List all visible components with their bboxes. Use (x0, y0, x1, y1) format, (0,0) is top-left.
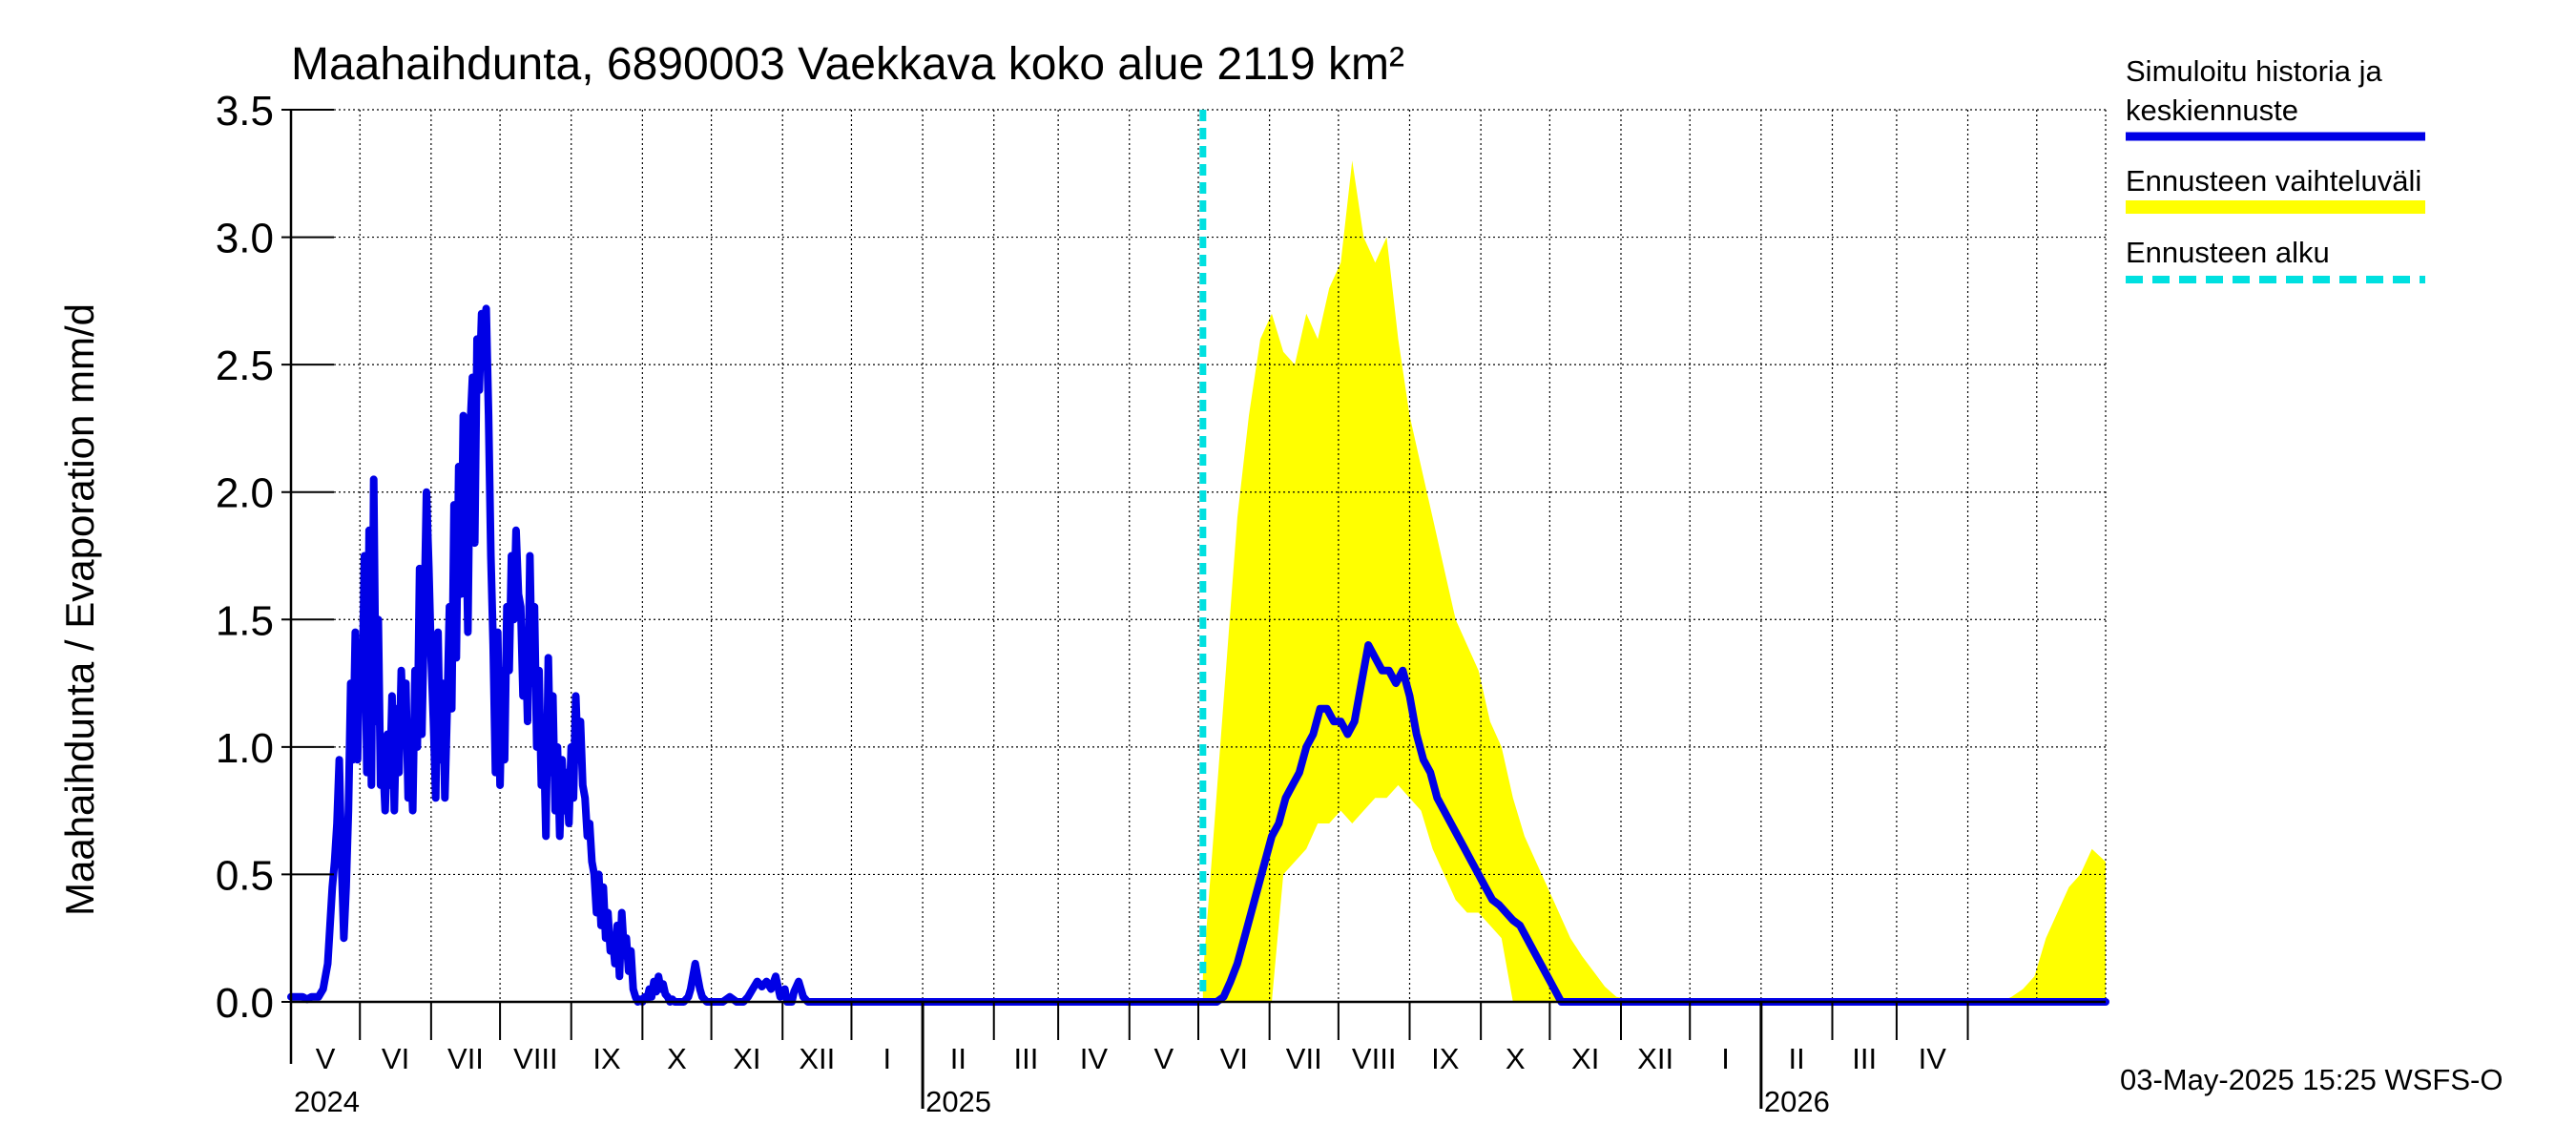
x-month-label: X (1506, 1042, 1526, 1075)
legend: Simuloitu historia ja keskiennuste Ennus… (2126, 54, 2425, 283)
x-month-label: V (1154, 1042, 1174, 1075)
chart-title: Maahaihdunta, 6890003 Vaekkava koko alue… (291, 39, 1404, 90)
series-forecast-band (1202, 160, 2106, 1002)
legend-label-band: Ennusteen vaihteluväli (2126, 164, 2421, 198)
legend-label-mean-line2: keskiennuste (2126, 94, 2298, 127)
x-month-label: I (883, 1042, 891, 1075)
y-tick-label: 1.0 (216, 725, 274, 772)
x-month-label: I (1721, 1042, 1730, 1075)
x-month-label: IX (1431, 1042, 1460, 1075)
series-simulated-mean (287, 304, 2109, 1006)
forecast-band-layer (1202, 160, 2106, 1002)
x-month-label: VIII (513, 1042, 558, 1075)
x-month-label: XII (799, 1042, 835, 1075)
x-month-label: XI (1571, 1042, 1599, 1075)
x-month-label: XI (733, 1042, 760, 1075)
x-month-label: IX (592, 1042, 621, 1075)
x-month-label: IV (1919, 1042, 1947, 1075)
y-tick-label: 2.5 (216, 343, 274, 389)
x-month-label: VII (447, 1042, 484, 1075)
x-month-label: VIII (1352, 1042, 1397, 1075)
y-tick-label: 2.0 (216, 470, 274, 517)
x-year-label: 2026 (1764, 1085, 1830, 1118)
grid-layer (291, 109, 2107, 1002)
y-tick-label: 0.0 (216, 980, 274, 1027)
x-month-label: X (667, 1042, 687, 1075)
y-tick-label: 3.0 (216, 216, 274, 262)
legend-label-mean-line1: Simuloitu historia ja (2126, 54, 2383, 88)
x-year-label: 2025 (925, 1085, 991, 1118)
y-tick-label: 3.5 (216, 88, 274, 135)
x-month-label: III (1852, 1042, 1877, 1075)
x-month-label: VII (1286, 1042, 1322, 1075)
timestamp-annotation: 03-May-2025 15:25 WSFS-O (2120, 1063, 2503, 1096)
axis-layer: 0.00.51.01.52.02.53.03.5V VI VII VIII IX X XI X… (216, 88, 2106, 1118)
y-axis-label: Maahaihdunta / Evaporation mm/d (57, 303, 102, 916)
x-year-label: 2024 (294, 1085, 360, 1118)
y-tick-label: 1.5 (216, 597, 274, 644)
x-month-label: V (316, 1042, 336, 1075)
x-month-label: II (950, 1042, 966, 1075)
x-month-label: IV (1080, 1042, 1109, 1075)
x-month-label: VI (1220, 1042, 1248, 1075)
legend-label-forecast-start: Ennusteen alku (2126, 236, 2330, 269)
x-month-label: III (1014, 1042, 1039, 1075)
x-month-label: XII (1637, 1042, 1673, 1075)
x-month-label: VI (382, 1042, 409, 1075)
series-layer (287, 304, 2109, 1006)
y-tick-label: 0.5 (216, 852, 274, 899)
x-month-label: II (1789, 1042, 1805, 1075)
